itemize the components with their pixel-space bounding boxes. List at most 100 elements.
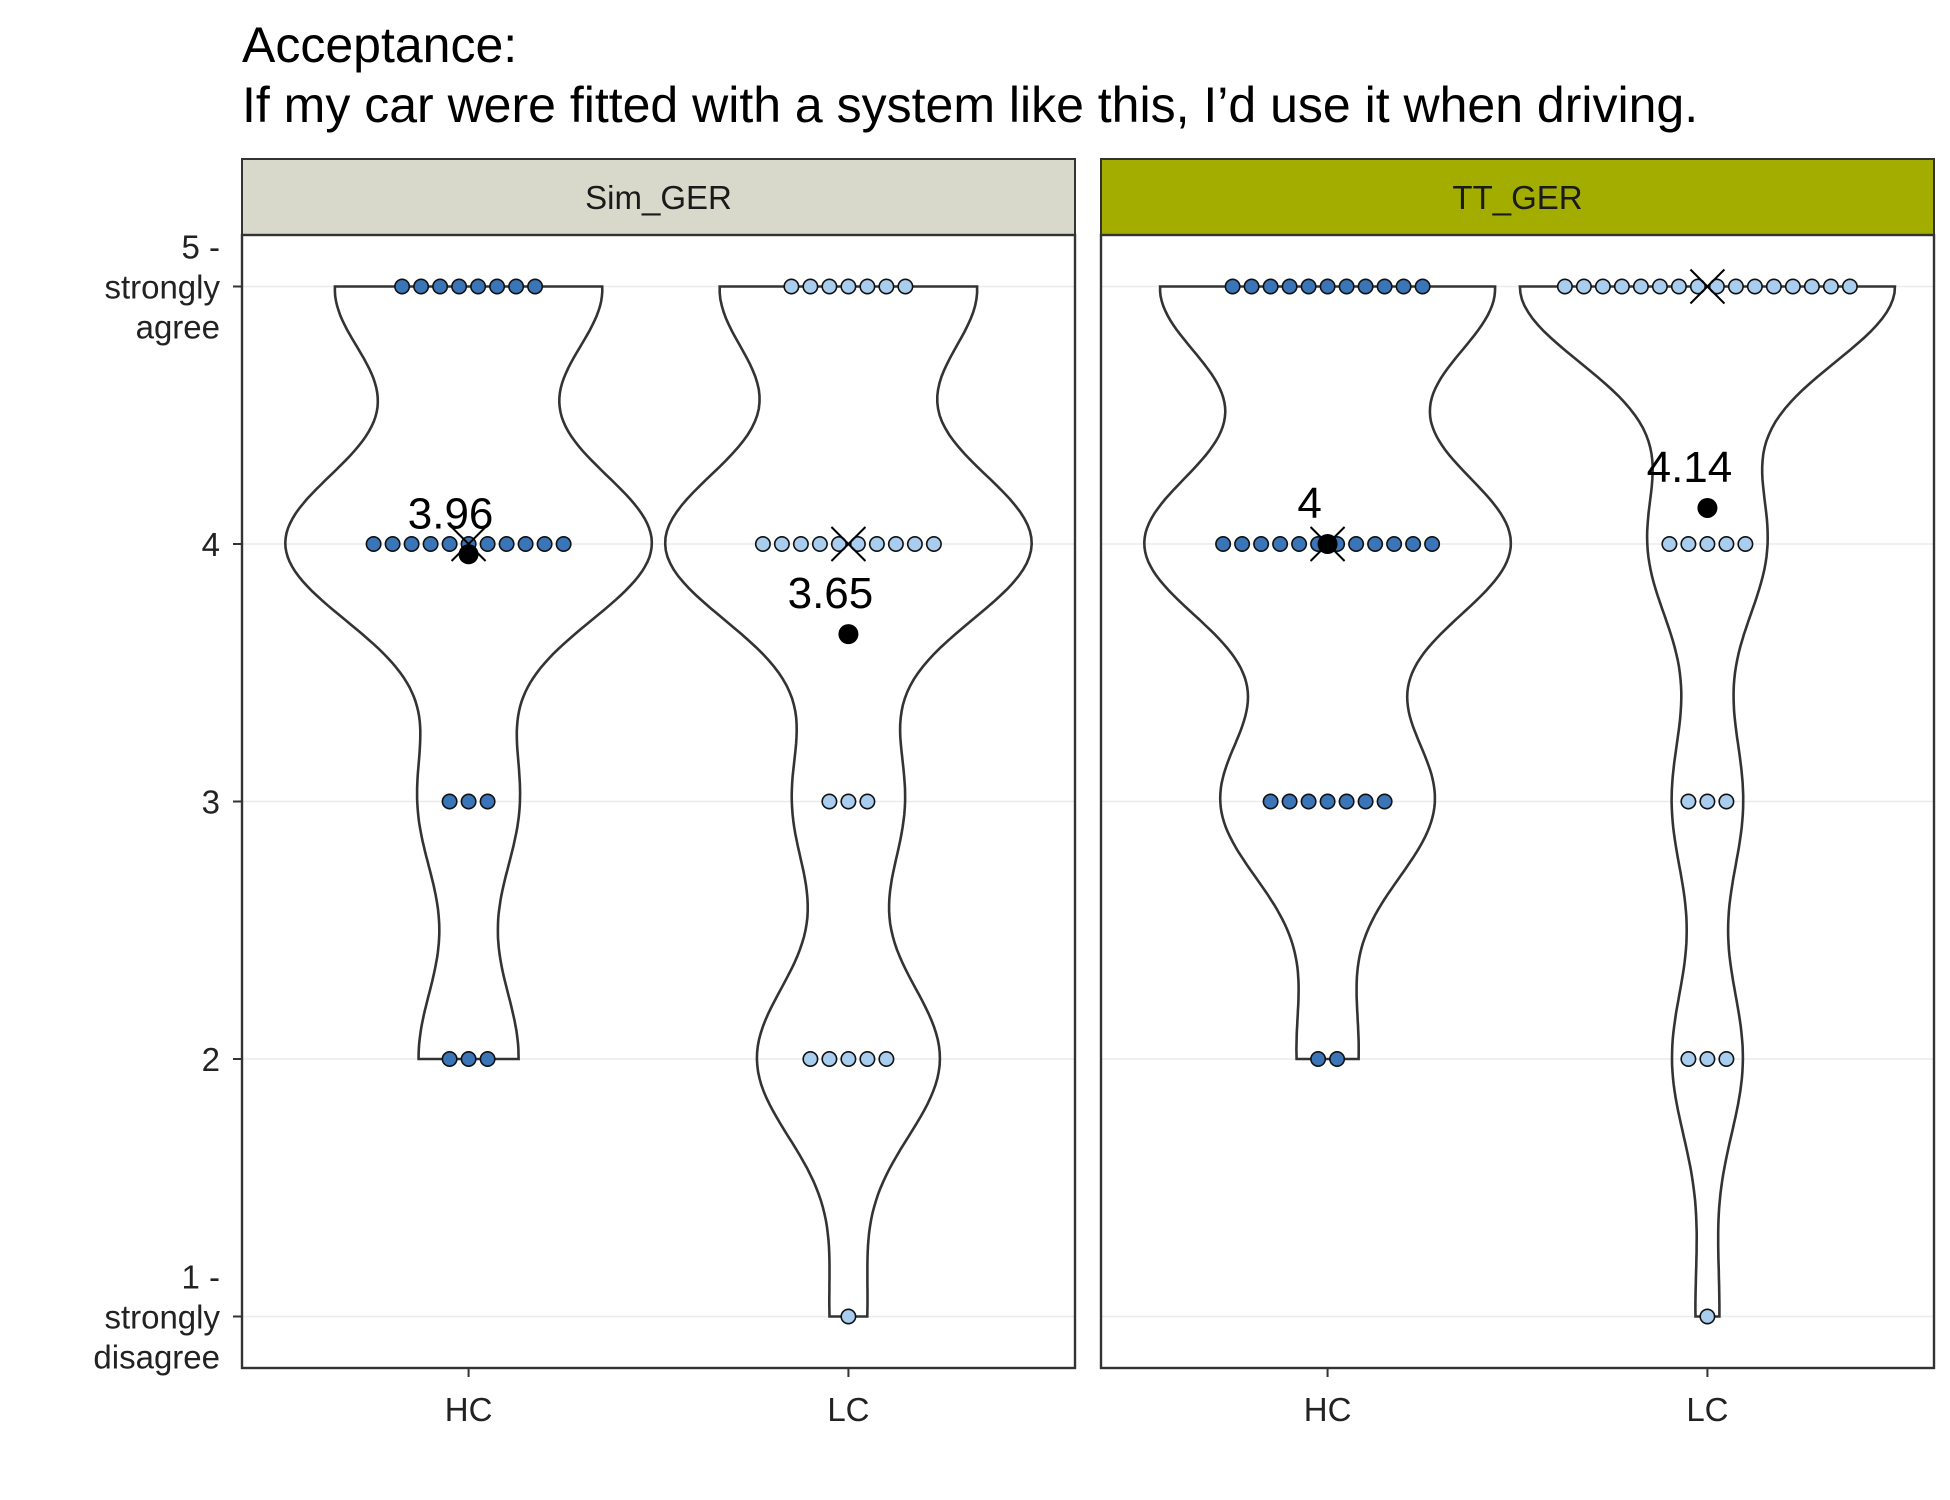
y-tick-label: 4: [202, 526, 220, 563]
response-dot: [441, 793, 458, 810]
chart-subtitle: If my car were fitted with a system like…: [242, 77, 1698, 133]
response-dot: [1680, 535, 1697, 552]
x-tick-label: HC: [445, 1391, 493, 1428]
violin-outline: [283, 285, 654, 1061]
response-dot: [1689, 278, 1706, 295]
x-tick-label: HC: [1304, 1391, 1352, 1428]
response-dot: [840, 278, 857, 295]
response-dot: [1253, 535, 1270, 552]
response-dot: [821, 1051, 838, 1068]
response-dot: [840, 1051, 857, 1068]
response-dot: [1613, 278, 1630, 295]
response-dot: [1575, 278, 1592, 295]
response-dot: [1718, 1051, 1735, 1068]
group-LC: 4.14 LC: [1518, 268, 1897, 1428]
response-dot: [422, 535, 439, 552]
y-tick-label: 2: [202, 1041, 220, 1078]
response-dot: [460, 1051, 477, 1068]
response-dot: [479, 535, 496, 552]
response-dot: [365, 535, 382, 552]
response-dot: [1319, 278, 1336, 295]
response-dot: [1680, 1051, 1697, 1068]
response-dot: [1803, 278, 1820, 295]
group-HC: 4 HC: [1142, 278, 1513, 1428]
response-dot: [1272, 535, 1289, 552]
x-tick-label: LC: [1686, 1391, 1728, 1428]
chart-title: Acceptance:: [242, 17, 517, 73]
response-dot: [1699, 1308, 1716, 1325]
response-dot: [1376, 793, 1393, 810]
strip-label: Sim_GER: [585, 179, 732, 216]
response-dot: [1395, 278, 1412, 295]
median-marker: [450, 526, 487, 562]
response-dot: [413, 278, 430, 295]
response-dot: [887, 535, 904, 552]
response-dot: [868, 535, 885, 552]
response-dot: [508, 278, 525, 295]
response-dot: [1300, 278, 1317, 295]
mean-label: 3.96: [408, 489, 494, 538]
response-dot: [859, 793, 876, 810]
response-dot: [479, 793, 496, 810]
response-dot: [1841, 278, 1858, 295]
response-dot: [1651, 278, 1668, 295]
response-dot: [489, 278, 506, 295]
response-dot: [1281, 278, 1298, 295]
response-dot: [1424, 535, 1441, 552]
y-tick-label: 1 -strongly disagree: [93, 1259, 220, 1376]
response-dot: [1414, 278, 1431, 295]
response-dot: [859, 1051, 876, 1068]
response-dot: [1357, 278, 1374, 295]
panel-TT_GER: TT_GER 4 HC 4.14 LC: [1099, 158, 1936, 1428]
y-tick-label: 5 -strongly agree: [104, 229, 220, 346]
panel-Sim_GER: Sim_GER 3.96 HC 3.65 LC: [240, 158, 1077, 1428]
response-dot: [470, 278, 487, 295]
response-dot: [1348, 535, 1365, 552]
x-tick-label: LC: [827, 1391, 869, 1428]
response-dot: [555, 535, 572, 552]
response-dot: [1281, 793, 1298, 810]
mean-marker: [1697, 497, 1718, 518]
response-dot: [1727, 278, 1744, 295]
response-dot: [1215, 535, 1232, 552]
response-dot: [1661, 535, 1678, 552]
response-dot: [1224, 278, 1241, 295]
group-HC: 3.96 HC: [283, 278, 654, 1428]
response-dot: [1357, 793, 1374, 810]
response-dot: [1376, 278, 1393, 295]
response-dot: [1338, 793, 1355, 810]
response-dot: [783, 278, 800, 295]
response-dot: [498, 535, 515, 552]
response-dot: [1262, 793, 1279, 810]
response-dot: [460, 793, 477, 810]
response-dot: [840, 1308, 857, 1325]
response-dot: [403, 535, 420, 552]
mean-marker: [838, 624, 859, 645]
response-dot: [1632, 278, 1649, 295]
response-dot: [1329, 1051, 1346, 1068]
response-dot: [878, 1051, 895, 1068]
response-dot: [536, 535, 553, 552]
response-dot: [1708, 278, 1725, 295]
response-dot: [1670, 278, 1687, 295]
response-dot: [897, 278, 914, 295]
response-dot: [1310, 1051, 1327, 1068]
response-dot: [1234, 535, 1251, 552]
response-dot: [441, 535, 458, 552]
response-dot: [451, 278, 468, 295]
mean-label: 4: [1297, 479, 1321, 528]
response-dot: [1746, 278, 1763, 295]
response-dot: [802, 278, 819, 295]
violin-outline: [663, 285, 1034, 1318]
y-tick-label: 3: [202, 784, 220, 821]
response-dot: [1291, 535, 1308, 552]
median-marker: [830, 526, 867, 562]
response-dot: [1367, 535, 1384, 552]
mean-marker: [458, 544, 479, 565]
response-dot: [906, 535, 923, 552]
strip-label: TT_GER: [1452, 179, 1582, 216]
response-dot: [1822, 278, 1839, 295]
violin-outline: [1518, 285, 1897, 1318]
response-dot: [1718, 535, 1735, 552]
